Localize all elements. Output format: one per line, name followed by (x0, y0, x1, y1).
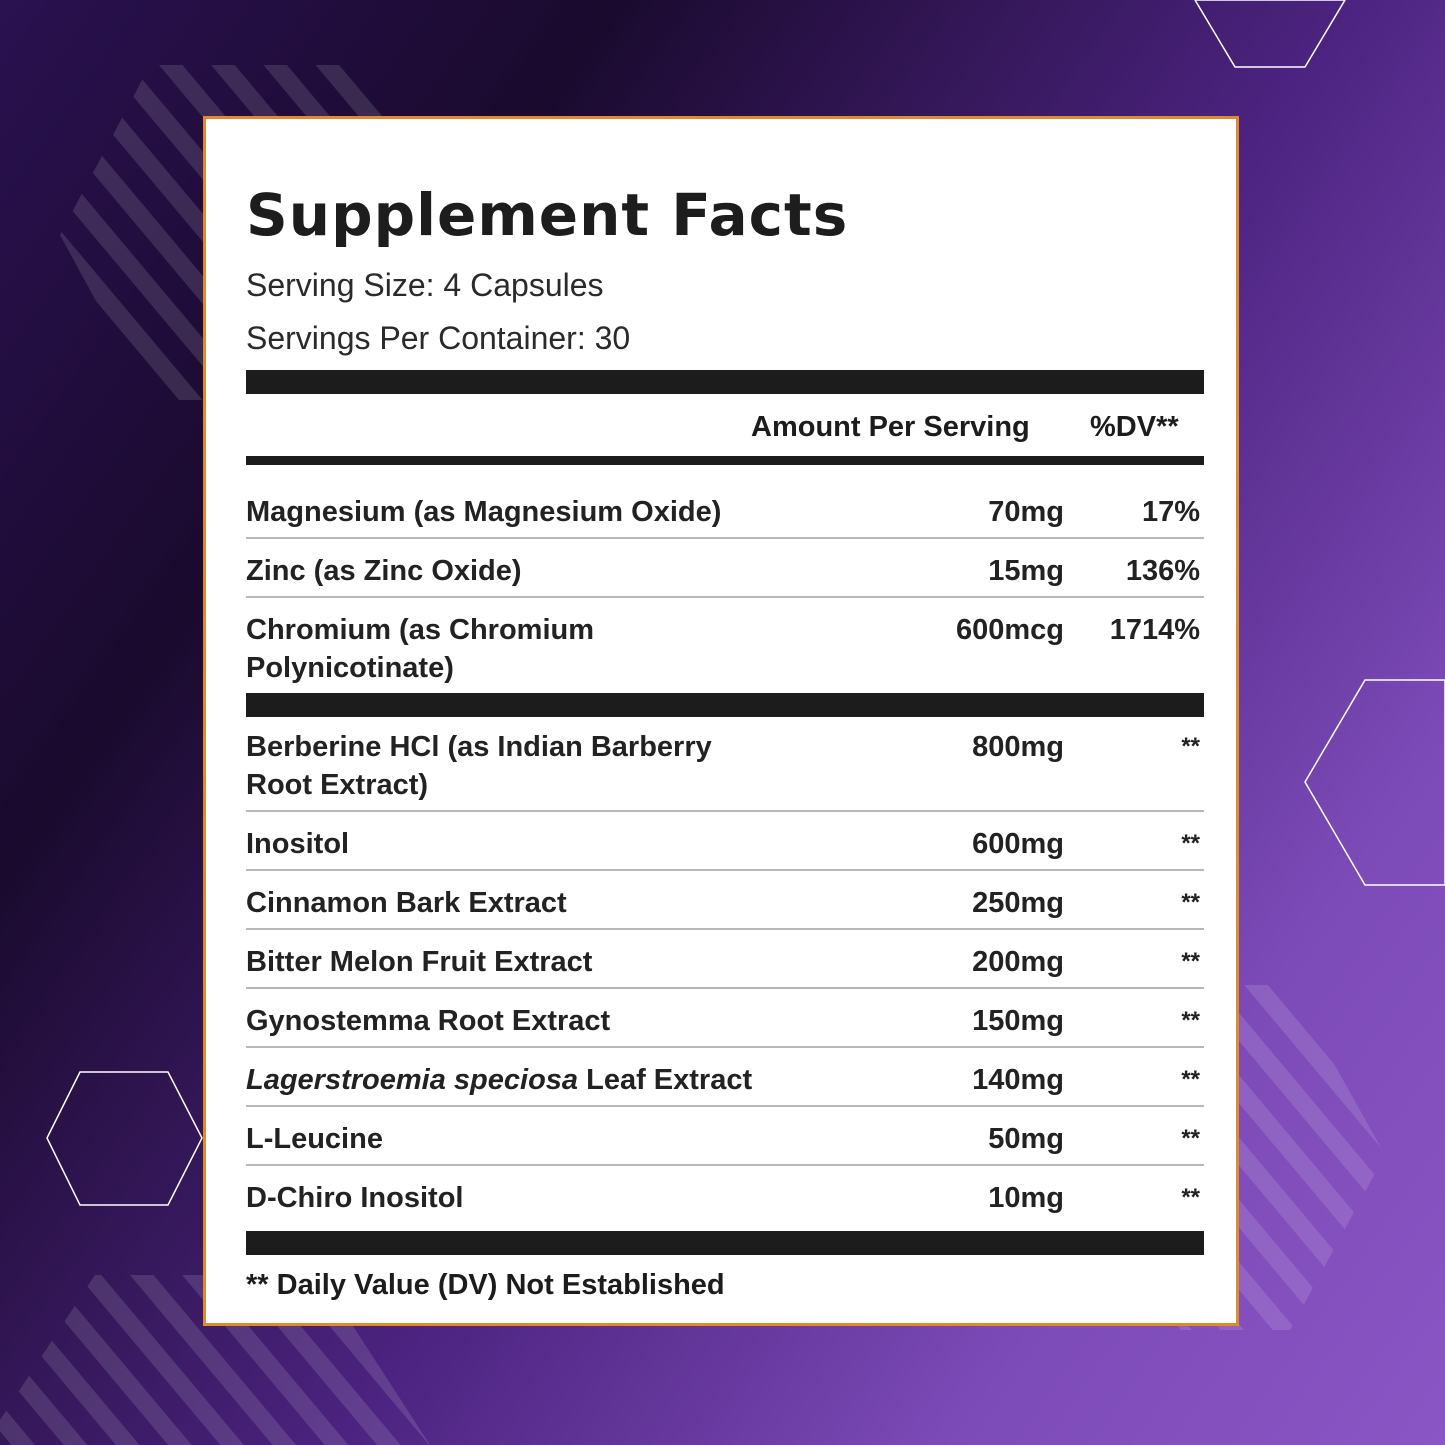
label-title: Supplement Facts (246, 181, 849, 249)
ingredient-name: Cinnamon Bark Extract (246, 887, 567, 919)
nutrient-dv: 1714% (1109, 614, 1200, 646)
ingredient-dv: ** (1181, 733, 1200, 760)
nutrient-dv: 136% (1125, 555, 1200, 587)
thick-divider (246, 370, 1204, 394)
servings-per-container: Servings Per Container: 30 (246, 320, 631, 356)
footnote: ** Daily Value (DV) Not Established (246, 1269, 725, 1301)
supplement-facts-label: Supplement Facts Serving Size: 4 Capsule… (203, 116, 1239, 1326)
ingredient-dv: ** (1181, 1125, 1200, 1152)
ingredient-name-line1: Berberine HCl (as Indian Barberry (246, 731, 712, 763)
ingredient-name: Bitter Melon Fruit Extract (246, 946, 593, 978)
ingredient-dv: ** (1181, 889, 1200, 916)
nutrient-name: Chromium (as Chromium Polynicotinate) (246, 611, 846, 687)
ingredient-name: L-Leucine (246, 1123, 383, 1155)
row-divider (246, 810, 1204, 812)
outline-hexagon-bottom-left (46, 1071, 203, 1206)
nutrient-amount: 70mg (988, 496, 1064, 528)
ingredient-amount: 250mg (972, 887, 1064, 919)
ingredient-name-line2: Root Extract) (246, 769, 429, 801)
nutrient-name-line1: Chromium (as Chromium (246, 614, 595, 646)
ingredient-amount: 200mg (972, 946, 1064, 978)
nutrient-name-line2: Polynicotinate) (246, 652, 454, 684)
nutrient-name: Magnesium (as Magnesium Oxide) (246, 496, 722, 528)
ingredient-dv: ** (1181, 1066, 1200, 1093)
row-divider (246, 928, 1204, 930)
ingredient-name: Inositol (246, 828, 350, 860)
ingredient-name-rest: Leaf Extract (578, 1064, 753, 1096)
row-divider (246, 596, 1204, 598)
thick-divider (246, 1231, 1204, 1255)
header-daily-value: %DV** (1090, 411, 1179, 443)
ingredient-amount: 10mg (988, 1182, 1064, 1214)
nutrient-name: Zinc (as Zinc Oxide) (246, 555, 522, 587)
outline-hexagon-right (1304, 679, 1445, 886)
row-divider (246, 869, 1204, 871)
ingredient-amount: 140mg (972, 1064, 1064, 1096)
serving-size: Serving Size: 4 Capsules (246, 267, 604, 303)
row-divider (246, 1105, 1204, 1107)
ingredient-dv: ** (1181, 1184, 1200, 1211)
nutrient-dv: 17% (1141, 496, 1200, 528)
row-divider (246, 537, 1204, 539)
ingredient-name: D-Chiro Inositol (246, 1182, 464, 1214)
ingredient-amount: 600mg (972, 828, 1064, 860)
ingredient-dv: ** (1181, 830, 1200, 857)
row-divider (246, 1164, 1204, 1166)
thick-divider (246, 693, 1204, 717)
ingredient-name: Berberine HCl (as Indian Barberry Root E… (246, 728, 846, 804)
row-divider (246, 987, 1204, 989)
ingredient-amount: 150mg (972, 1005, 1064, 1037)
ingredient-dv: ** (1181, 948, 1200, 975)
ingredient-dv: ** (1181, 1007, 1200, 1034)
ingredient-name: Lagerstroemia speciosa Leaf Extract (246, 1061, 846, 1099)
ingredient-name-italic: Lagerstroemia speciosa (246, 1064, 579, 1096)
row-divider (246, 1046, 1204, 1048)
ingredient-amount: 50mg (988, 1123, 1064, 1155)
nutrient-amount: 15mg (988, 555, 1064, 587)
header-divider (246, 456, 1204, 465)
header-amount-per-serving: Amount Per Serving (751, 411, 1030, 443)
nutrient-amount: 600mcg (955, 614, 1064, 646)
ingredient-amount: 800mg (972, 731, 1064, 763)
ingredient-name: Gynostemma Root Extract (246, 1005, 611, 1037)
outline-hexagon-top (1194, 0, 1346, 68)
